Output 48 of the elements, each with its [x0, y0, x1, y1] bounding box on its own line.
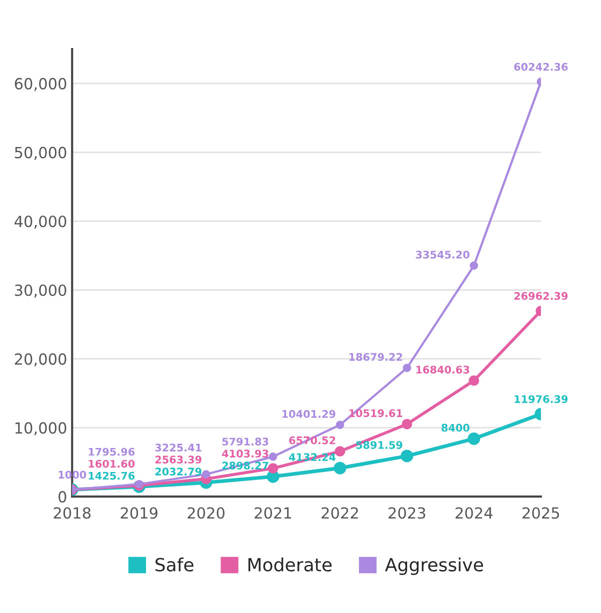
x-tick-label: 2020: [188, 507, 224, 519]
point: [468, 432, 480, 445]
data-label: 4103.93: [222, 450, 268, 458]
data-label: 26962.39: [514, 292, 568, 300]
data-label: 8400: [442, 424, 470, 432]
point: [470, 261, 478, 270]
point: [334, 462, 346, 474]
x-tick-label: 2018: [54, 507, 91, 519]
data-label: 60242.36: [514, 62, 568, 71]
data-label: 5891.59: [356, 441, 402, 449]
point: [402, 418, 412, 430]
data-label: 2563.39: [155, 456, 202, 464]
point: [334, 446, 346, 457]
data-label: 18679.22: [349, 353, 402, 361]
data-label: 10401.29: [282, 410, 336, 418]
legend-label: Safe: [156, 558, 194, 572]
y-tick-label: 50,000: [14, 146, 66, 160]
legend-label: Moderate: [248, 558, 332, 572]
data-label: 16840.63: [416, 366, 470, 374]
y-tick-label: 0: [58, 490, 66, 503]
data-label: 2032.79: [155, 468, 202, 476]
x-tick-label: 2024: [456, 507, 493, 519]
x-tick-label: 2019: [120, 507, 158, 519]
data-label: 1601.60: [88, 460, 135, 468]
y-tick-label: 10,000: [15, 422, 66, 436]
legend-label: Aggressive: [385, 558, 483, 576]
point: [400, 450, 414, 462]
point: [336, 420, 344, 430]
data-label: 33545.20: [416, 250, 470, 259]
x-tick-label: 2025: [522, 507, 560, 519]
y-tick-label: 30,000: [14, 284, 66, 298]
data-label: 1425.76: [88, 472, 135, 480]
data-label: 2898.27: [222, 462, 268, 470]
y-tick-label: 20,000: [14, 353, 66, 366]
data-label: 11976.39: [514, 395, 568, 404]
y-tick-label: 60,000: [14, 78, 66, 92]
x-tick-label: 2021: [254, 507, 292, 519]
point: [402, 364, 412, 372]
data-label: 3225.41: [155, 444, 202, 452]
x-tick-label: 2023: [388, 507, 426, 519]
y-tick-label: 40,000: [14, 216, 66, 229]
point: [268, 463, 278, 474]
point: [268, 452, 278, 461]
x-tick-label: 2022: [322, 507, 358, 519]
data-label: 5791.83: [222, 438, 268, 446]
point: [202, 470, 210, 478]
data-label: 1795.96: [88, 448, 135, 456]
point: [468, 375, 480, 386]
